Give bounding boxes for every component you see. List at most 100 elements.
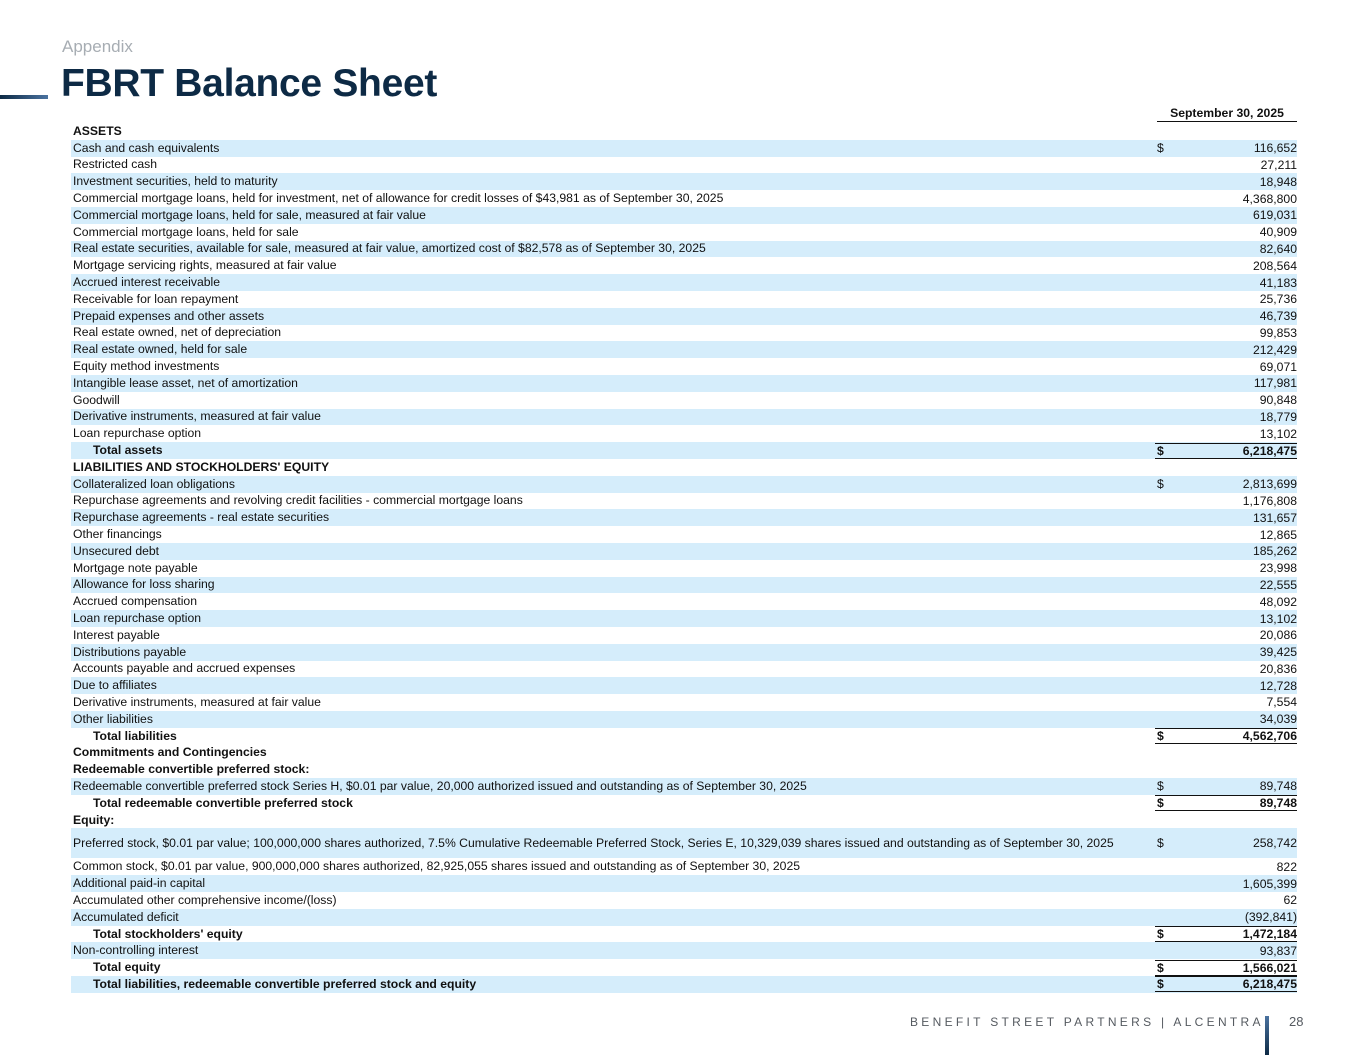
row-amount: 93,837 xyxy=(1155,944,1297,958)
row-label: Equity: xyxy=(73,812,115,827)
row-amount: 90,848 xyxy=(1155,393,1297,407)
row-value: 4,368,800 xyxy=(1242,191,1297,206)
currency-symbol xyxy=(1155,662,1193,676)
row-label: Restricted cash xyxy=(73,157,157,172)
page-number: 28 xyxy=(1289,1014,1304,1029)
row-value: 90,848 xyxy=(1259,393,1297,408)
row-label: Accumulated deficit xyxy=(73,909,179,924)
row-value: 48,092 xyxy=(1259,594,1297,609)
column-header: September 30, 2025 xyxy=(71,106,1297,123)
row-amount: 23,998 xyxy=(1155,561,1297,575)
row-label: Accrued compensation xyxy=(73,594,197,609)
row-label: Mortgage servicing rights, measured at f… xyxy=(73,258,337,273)
row-label: Preferred stock, $0.01 par value; 100,00… xyxy=(73,835,1114,850)
table-row: Additional paid-in capital 1,605,399 xyxy=(71,875,1297,893)
row-label: Allowance for loss sharing xyxy=(73,577,215,592)
section-header-row: Redeemable convertible preferred stock: xyxy=(71,761,1297,778)
currency-symbol xyxy=(1155,712,1193,726)
row-amount: $ 6,218,475 xyxy=(1155,442,1297,459)
currency-symbol xyxy=(1155,544,1193,558)
currency-symbol xyxy=(1155,528,1193,542)
table-row: Unsecured debt 185,262 xyxy=(71,542,1297,560)
row-label: Loan repurchase option xyxy=(73,611,202,625)
row-amount: 822 xyxy=(1155,860,1297,874)
table-row: Redeemable convertible preferred stock S… xyxy=(71,778,1297,795)
row-amount: 619,031 xyxy=(1155,208,1297,222)
row-label: Total liabilities xyxy=(93,728,177,743)
row-amount: $ 2,813,699 xyxy=(1155,477,1297,491)
footer-brand: BENEFIT STREET PARTNERS | ALCENTRA xyxy=(910,1015,1264,1029)
row-label: Repurchase agreements and revolving cred… xyxy=(73,493,523,508)
row-value: 2,813,699 xyxy=(1242,477,1297,492)
row-amount: $ 89,748 xyxy=(1155,795,1297,812)
row-value: 212,429 xyxy=(1252,342,1297,357)
row-label: Commercial mortgage loans, held for inve… xyxy=(73,191,724,206)
currency-symbol xyxy=(1155,893,1193,907)
row-label: Commitments and Contingencies xyxy=(73,745,267,760)
row-value: 18,779 xyxy=(1259,409,1297,424)
total-row: Total liabilities $ 4,562,706 xyxy=(71,728,1297,745)
table-row: Mortgage note payable 23,998 xyxy=(71,560,1297,577)
row-amount: 12,728 xyxy=(1155,679,1297,693)
row-amount: 12,865 xyxy=(1155,528,1297,542)
row-label: Intangible lease asset, net of amortizat… xyxy=(73,375,298,390)
row-label: Real estate securities, available for sa… xyxy=(73,241,706,256)
table-row: Intangible lease asset, net of amortizat… xyxy=(71,374,1297,392)
row-label: Due to affiliates xyxy=(73,678,157,693)
row-amount: 22,555 xyxy=(1155,578,1297,592)
currency-symbol xyxy=(1155,561,1193,575)
row-label: ASSETS xyxy=(73,123,122,138)
row-amount: 117,981 xyxy=(1155,376,1297,390)
row-label: Cash and cash equivalents xyxy=(73,140,220,155)
table-row: Derivative instruments, measured at fair… xyxy=(71,694,1297,711)
row-value: 1,472,184 xyxy=(1242,927,1297,942)
row-label: Interest payable xyxy=(73,627,160,642)
row-amount: $ 1,472,184 xyxy=(1155,926,1297,943)
row-amount: $ 6,218,475 xyxy=(1155,976,1297,993)
row-amount: $ 116,652 xyxy=(1155,141,1297,155)
row-value: 6,218,475 xyxy=(1242,443,1297,458)
row-value: 4,562,706 xyxy=(1242,729,1297,744)
row-value: 46,739 xyxy=(1259,309,1297,324)
row-label: Commercial mortgage loans, held for sale xyxy=(73,224,299,239)
currency-symbol: $ xyxy=(1157,977,1164,992)
total-row: Total assets $ 6,218,475 xyxy=(71,442,1297,459)
column-header-date: September 30, 2025 xyxy=(1157,106,1297,122)
table-row: Repurchase agreements - real estate secu… xyxy=(71,509,1297,527)
currency-symbol: $ xyxy=(1157,960,1164,975)
row-label: Real estate owned, net of depreciation xyxy=(73,325,282,340)
currency-symbol: $ xyxy=(1157,836,1164,851)
table-row: Accumulated other comprehensive income/(… xyxy=(71,892,1297,909)
currency-symbol xyxy=(1155,877,1193,891)
row-label: Unsecured debt xyxy=(73,543,160,558)
table-row: Other financings 12,865 xyxy=(71,526,1297,543)
row-value: 93,837 xyxy=(1259,943,1297,958)
table-row: Investment securities, held to maturity … xyxy=(71,173,1297,191)
table-row: Derivative instruments, measured at fair… xyxy=(71,408,1297,426)
row-label: Non-controlling interest xyxy=(73,943,199,958)
table-row: Distributions payable 39,425 xyxy=(71,643,1297,661)
row-value: 1,566,021 xyxy=(1242,960,1297,975)
row-label: Other liabilities xyxy=(73,711,153,726)
row-amount: 62 xyxy=(1155,893,1297,907)
row-amount: $ 89,748 xyxy=(1155,779,1297,793)
row-amount: 82,640 xyxy=(1155,242,1297,256)
currency-symbol xyxy=(1155,410,1193,424)
row-label: Loan repurchase option xyxy=(73,426,202,441)
table-row: Accounts payable and accrued expenses 20… xyxy=(71,661,1297,678)
currency-symbol xyxy=(1155,645,1193,659)
table-row: Cash and cash equivalents $ 116,652 xyxy=(71,139,1297,157)
currency-symbol xyxy=(1155,276,1193,290)
row-label: Total assets xyxy=(93,443,163,458)
row-amount: $ 1,566,021 xyxy=(1155,959,1297,976)
table-row: Loan repurchase option 13,102 xyxy=(71,425,1297,442)
balance-sheet-table: September 30, 2025 ASSETS Cash and cash … xyxy=(71,106,1297,993)
row-amount: 1,176,808 xyxy=(1155,494,1297,508)
table-row: Goodwill 90,848 xyxy=(71,392,1297,409)
row-value: 116,652 xyxy=(1253,141,1297,156)
total-row: Total stockholders' equity $ 1,472,184 xyxy=(71,926,1297,943)
row-amount: 18,779 xyxy=(1155,410,1297,424)
section-label: Appendix xyxy=(62,37,133,56)
row-value: 822 xyxy=(1276,859,1297,874)
table-row: Commercial mortgage loans, held for sale… xyxy=(71,224,1297,241)
